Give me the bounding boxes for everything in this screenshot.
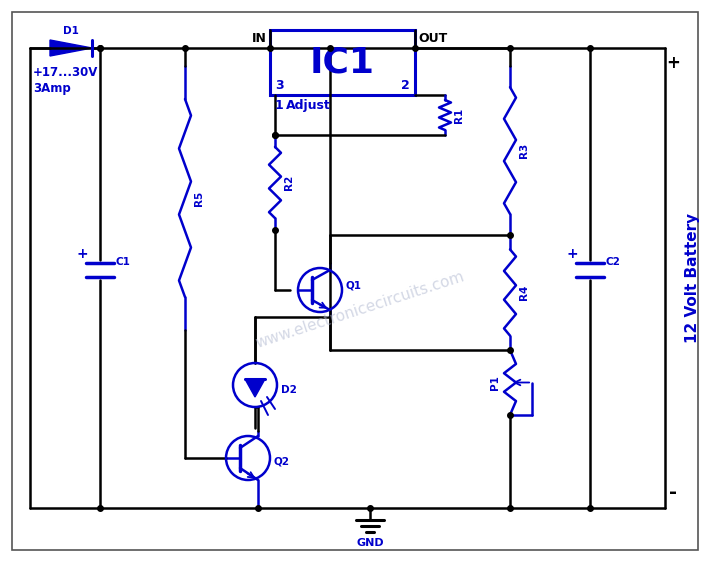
Text: IN: IN	[252, 33, 267, 46]
Text: R2: R2	[284, 175, 294, 190]
Polygon shape	[50, 40, 92, 56]
Text: 1: 1	[275, 99, 284, 112]
Text: 2: 2	[401, 79, 410, 92]
Text: -: -	[669, 483, 677, 502]
Text: IC1: IC1	[310, 46, 375, 79]
Text: +17...30V: +17...30V	[33, 66, 98, 79]
Text: OUT: OUT	[418, 33, 447, 46]
Text: R1: R1	[454, 108, 464, 123]
Text: +: +	[76, 247, 88, 261]
Text: D2: D2	[281, 385, 297, 395]
Text: www.electronicecircuits.com: www.electronicecircuits.com	[254, 269, 466, 351]
FancyBboxPatch shape	[270, 30, 415, 95]
Polygon shape	[245, 379, 265, 397]
Text: Q1: Q1	[345, 280, 361, 290]
Text: R4: R4	[519, 285, 529, 300]
Text: +: +	[666, 54, 680, 72]
Text: R5: R5	[194, 190, 204, 205]
Text: R3: R3	[519, 143, 529, 158]
Text: 3Amp: 3Amp	[33, 82, 71, 95]
Text: C2: C2	[606, 257, 621, 267]
Text: D1: D1	[63, 26, 79, 36]
Text: Adjust: Adjust	[286, 99, 331, 112]
Text: C1: C1	[116, 257, 131, 267]
Text: +: +	[566, 247, 578, 261]
Text: P1: P1	[490, 375, 500, 390]
Text: GND: GND	[356, 538, 384, 548]
Text: Q2: Q2	[273, 456, 289, 466]
Text: 12 Volt Battery: 12 Volt Battery	[685, 213, 700, 343]
Text: 3: 3	[275, 79, 284, 92]
